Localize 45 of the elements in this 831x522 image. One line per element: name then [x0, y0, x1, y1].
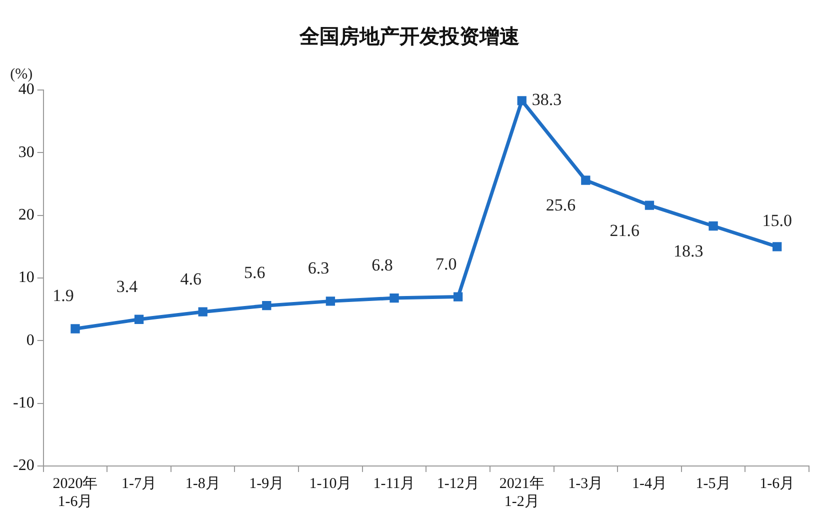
- x-tick-label: 1-8月: [185, 476, 220, 492]
- y-tick-label: -20: [13, 457, 34, 474]
- point: [326, 296, 336, 306]
- x-tick-label: 1-12月: [436, 476, 480, 492]
- data-label: 15.0: [762, 211, 792, 230]
- data-label: 7.0: [435, 254, 457, 274]
- x-tick-label: 1-4月: [632, 476, 667, 492]
- data-label: 5.6: [244, 263, 266, 282]
- data-label: 3.4: [116, 276, 138, 296]
- point: [198, 307, 208, 316]
- y-tick-label: 40: [18, 81, 34, 98]
- data-label: 6.3: [308, 258, 330, 278]
- point: [772, 242, 782, 252]
- y-tick-label: 20: [18, 206, 34, 224]
- data-label: 18.3: [674, 241, 704, 260]
- point: [134, 314, 144, 324]
- x-tick-label: 1-7月: [122, 476, 157, 492]
- data-label: 38.3: [532, 90, 562, 110]
- x-tick-label: 2020年 1-6月: [52, 474, 98, 510]
- point: [70, 324, 80, 334]
- x-tick-label: 2021年 1-2月: [499, 474, 544, 510]
- y-tick-label: 10: [18, 269, 34, 286]
- data-label: 25.6: [546, 196, 576, 215]
- chart-title: 全国房地产开发投资增速: [298, 25, 520, 48]
- y-tick-label: 0: [26, 332, 34, 349]
- point: [644, 200, 654, 210]
- data-label: 1.9: [52, 286, 74, 306]
- x-tick-label: 1-3月: [568, 476, 604, 492]
- x-tick-label: 1-9月: [249, 476, 284, 492]
- y-tick-label: 30: [18, 144, 34, 161]
- x-tick-label: 1-11月: [373, 476, 416, 492]
- point: [581, 176, 590, 185]
- data-label: 4.6: [180, 269, 202, 288]
- y-axis-title: (%): [10, 66, 33, 82]
- point: [453, 292, 463, 302]
- data-label: 6.8: [372, 256, 393, 275]
- y-tick-label: -10: [13, 394, 34, 412]
- x-tick-label: 1-6月: [760, 476, 795, 492]
- point: [517, 96, 526, 106]
- point: [262, 300, 272, 310]
- data-label: 21.6: [610, 220, 640, 240]
- x-tick-label: 1-10月: [309, 476, 352, 492]
- point: [708, 221, 718, 231]
- point: [390, 293, 399, 303]
- x-tick-label: 1-5月: [696, 476, 731, 492]
